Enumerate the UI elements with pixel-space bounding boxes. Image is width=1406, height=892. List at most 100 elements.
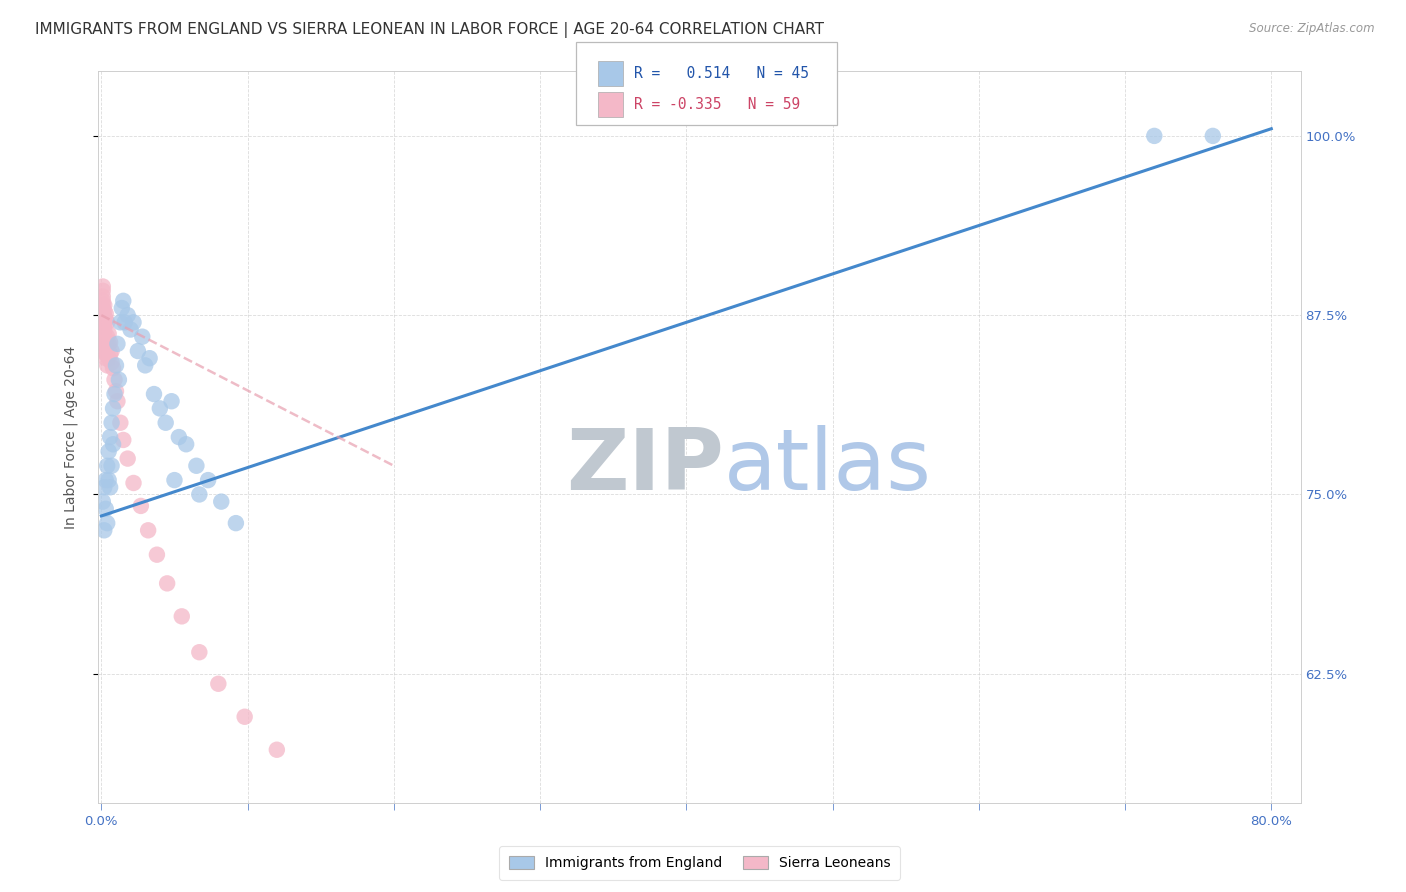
- Point: [174, 437, 197, 451]
- Point: [104, 359, 127, 373]
- Point: [91, 304, 114, 318]
- Point: [98, 335, 121, 350]
- Point: [94, 312, 117, 326]
- Point: [101, 361, 124, 376]
- Point: [167, 430, 190, 444]
- Point: [97, 326, 120, 341]
- Point: [120, 322, 142, 336]
- Text: R = -0.335   N = 59: R = -0.335 N = 59: [634, 97, 800, 112]
- Point: [93, 524, 115, 538]
- Y-axis label: In Labor Force | Age 20-64: In Labor Force | Age 20-64: [63, 345, 77, 529]
- Point: [94, 473, 117, 487]
- Point: [136, 524, 159, 538]
- Point: [97, 473, 120, 487]
- Point: [131, 329, 153, 343]
- Point: [94, 333, 117, 347]
- Point: [112, 433, 135, 447]
- Point: [91, 315, 114, 329]
- Point: [97, 336, 120, 351]
- Point: [93, 310, 115, 324]
- Point: [93, 333, 115, 347]
- Point: [96, 329, 118, 343]
- Point: [91, 279, 114, 293]
- Point: [93, 298, 115, 312]
- Point: [91, 329, 114, 343]
- Point: [94, 501, 117, 516]
- Point: [209, 494, 232, 508]
- Point: [91, 308, 114, 322]
- Point: [186, 458, 208, 473]
- Point: [94, 307, 117, 321]
- Point: [110, 416, 132, 430]
- Point: [101, 401, 124, 416]
- Point: [1202, 128, 1225, 143]
- Point: [100, 458, 122, 473]
- Point: [98, 430, 121, 444]
- Point: [107, 336, 129, 351]
- Point: [93, 344, 115, 359]
- Point: [160, 394, 183, 409]
- Point: [225, 516, 247, 530]
- Point: [93, 324, 115, 338]
- Point: [146, 548, 169, 562]
- Point: [127, 344, 149, 359]
- Point: [117, 451, 139, 466]
- Point: [110, 315, 132, 329]
- Point: [197, 473, 219, 487]
- Point: [96, 359, 118, 373]
- Point: [138, 351, 160, 366]
- Point: [96, 336, 118, 351]
- Point: [93, 318, 115, 333]
- Point: [107, 394, 129, 409]
- Point: [129, 499, 152, 513]
- Point: [233, 710, 256, 724]
- Text: Source: ZipAtlas.com: Source: ZipAtlas.com: [1250, 22, 1375, 36]
- Point: [91, 289, 114, 303]
- Point: [122, 475, 145, 490]
- Point: [96, 458, 118, 473]
- Point: [111, 301, 134, 315]
- Point: [101, 437, 124, 451]
- Point: [100, 355, 122, 369]
- Legend: Immigrants from England, Sierra Leoneans: Immigrants from England, Sierra Leoneans: [499, 847, 900, 880]
- Point: [134, 359, 156, 373]
- Point: [163, 473, 186, 487]
- Point: [93, 480, 115, 494]
- Text: IMMIGRANTS FROM ENGLAND VS SIERRA LEONEAN IN LABOR FORCE | AGE 20-64 CORRELATION: IMMIGRANTS FROM ENGLAND VS SIERRA LEONEA…: [35, 22, 824, 38]
- Point: [98, 347, 121, 361]
- Point: [94, 351, 117, 366]
- Point: [91, 494, 114, 508]
- Point: [108, 373, 131, 387]
- Point: [91, 315, 114, 329]
- Point: [156, 576, 179, 591]
- Point: [207, 677, 229, 691]
- Point: [91, 293, 114, 308]
- Text: R =   0.514   N = 45: R = 0.514 N = 45: [634, 66, 808, 80]
- Point: [91, 298, 114, 312]
- Point: [155, 416, 177, 430]
- Point: [143, 387, 166, 401]
- Point: [170, 609, 193, 624]
- Point: [91, 326, 114, 340]
- Point: [100, 416, 122, 430]
- Point: [94, 347, 117, 361]
- Point: [188, 487, 211, 501]
- Point: [117, 308, 139, 322]
- Point: [96, 347, 118, 361]
- Text: ZIP: ZIP: [565, 425, 724, 508]
- Point: [112, 293, 135, 308]
- Point: [94, 336, 117, 351]
- Point: [266, 743, 288, 757]
- Point: [188, 645, 211, 659]
- Point: [91, 284, 114, 298]
- Point: [91, 336, 114, 351]
- Point: [97, 351, 120, 366]
- Point: [104, 384, 127, 399]
- Text: atlas: atlas: [724, 425, 932, 508]
- Point: [93, 304, 115, 318]
- Point: [96, 315, 118, 329]
- Point: [100, 344, 122, 359]
- Point: [114, 315, 136, 329]
- Point: [96, 516, 118, 530]
- Point: [122, 315, 145, 329]
